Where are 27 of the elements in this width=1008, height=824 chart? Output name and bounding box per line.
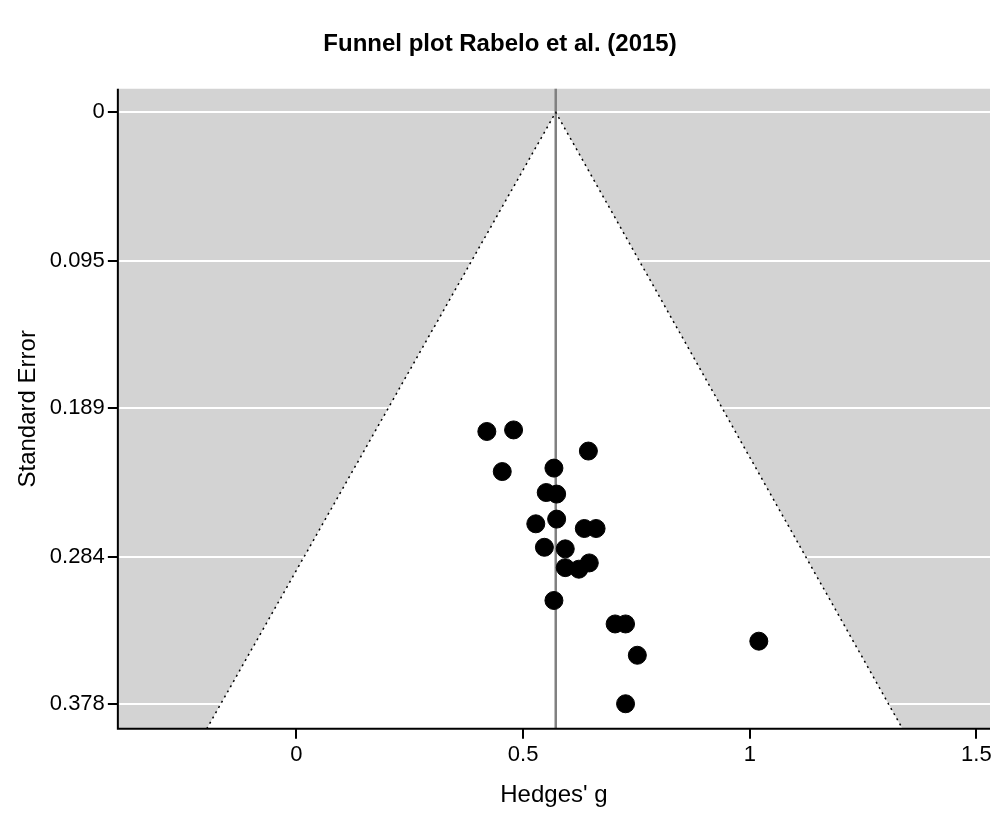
point: [627, 645, 647, 665]
point: [579, 553, 599, 573]
point: [526, 514, 546, 534]
y-tick-label: 0.284: [49, 542, 105, 568]
y-tick-label: 0.189: [49, 394, 105, 420]
point: [616, 694, 636, 714]
point: [555, 539, 575, 559]
x-tick-label: 1: [743, 741, 756, 767]
point: [504, 420, 524, 440]
point: [578, 441, 598, 461]
point: [534, 537, 554, 557]
y-axis-title: Standard Error: [13, 330, 41, 488]
y-tick-label: 0.095: [49, 246, 105, 272]
point: [749, 631, 769, 651]
point: [544, 590, 564, 610]
x-axis-title: Hedges' g: [500, 780, 608, 808]
point: [547, 484, 567, 504]
x-tick-label: 0.5: [507, 741, 539, 767]
point: [477, 421, 497, 441]
point: [547, 509, 567, 529]
x-tick-label: 1.5: [961, 741, 992, 767]
point: [492, 462, 512, 482]
chart-title: Funnel plot Rabelo et al. (2015): [323, 29, 677, 57]
point: [544, 458, 564, 478]
x-tick-label: 0: [290, 741, 303, 767]
y-tick-label: 0: [92, 98, 105, 124]
y-tick-label: 0.378: [49, 689, 105, 715]
